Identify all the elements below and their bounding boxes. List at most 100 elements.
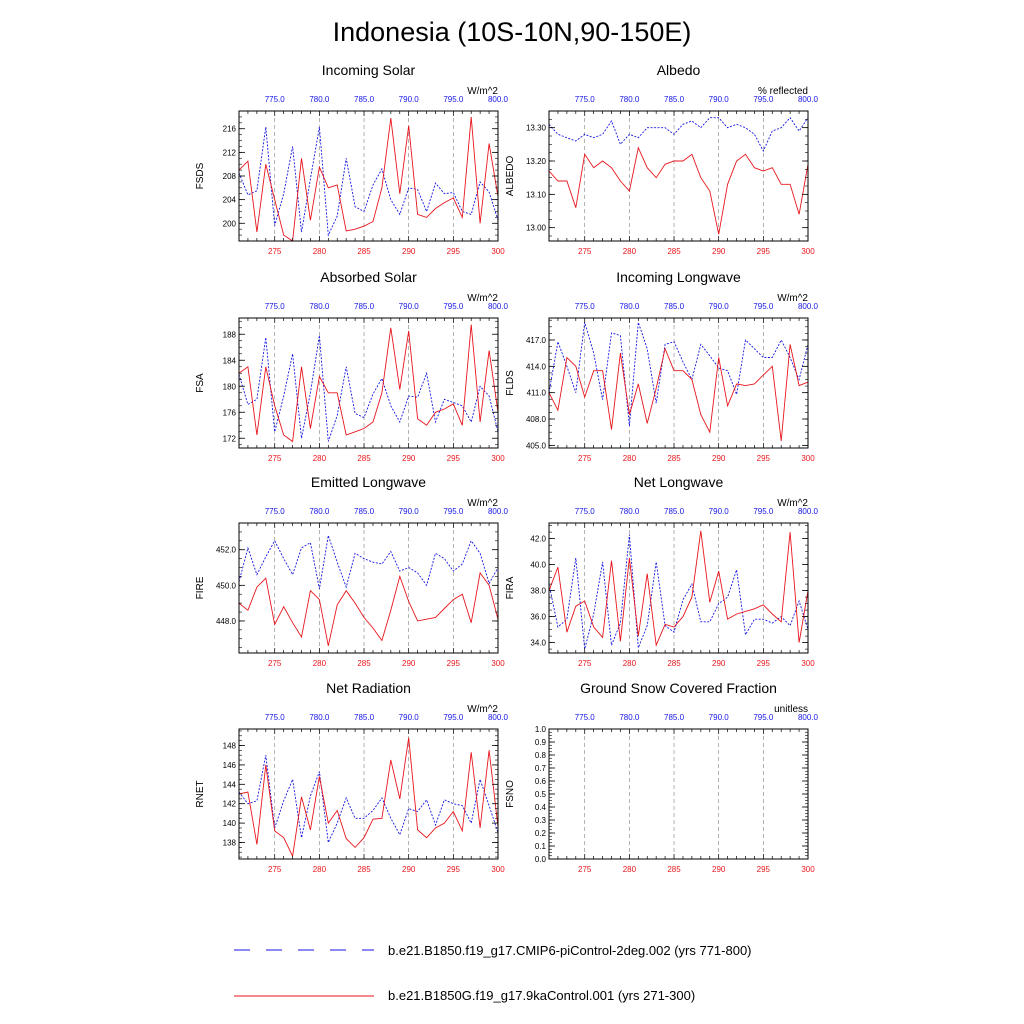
y-tick-label: 0.7: [535, 764, 547, 773]
legend-label-1: b.e21.B1850G.f19_g17.9kaControl.001 (yrs…: [388, 988, 695, 1003]
series-line-9kaControl: [238, 324, 499, 443]
panel-title: Incoming Longwave: [616, 269, 741, 285]
x-tick-label-bottom: 300: [801, 865, 815, 874]
y-tick-label: 140: [223, 819, 237, 828]
y-tick-label: 13.10: [526, 190, 547, 199]
x-tick-label-bottom: 295: [447, 659, 461, 668]
units-label: W/m^2: [467, 704, 498, 715]
y-tick-label: 13.20: [526, 157, 547, 166]
x-tick-label-bottom: 295: [757, 247, 771, 256]
x-tick-label-bottom: 285: [667, 247, 681, 256]
plot-frame: [238, 728, 499, 860]
units-label: W/m^2: [777, 293, 808, 304]
y-tick-label: 13.00: [526, 224, 547, 233]
x-tick-label-bottom: 300: [491, 865, 505, 874]
y-tick-label: 42.0: [530, 535, 546, 544]
panel-fira: Net Longwave W/m^2 FIRA 275 280 285 290 295 300 7…: [505, 474, 819, 668]
x-tick-label-bottom: 280: [313, 865, 327, 874]
y-tick-label: 184: [223, 356, 237, 365]
panel-title: Ground Snow Covered Fraction: [580, 680, 777, 696]
y-tick-label: 176: [223, 408, 237, 417]
x-tick-label-top: 785.0: [664, 713, 685, 722]
series-line-piControl: [548, 534, 809, 650]
y-tick-label: 142: [223, 800, 237, 809]
units-label: W/m^2: [467, 293, 498, 304]
x-tick-label-bottom: 285: [357, 454, 371, 463]
x-tick-label-top: 780.0: [619, 302, 640, 311]
x-tick-label-bottom: 300: [491, 659, 505, 668]
series-line-piControl: [548, 116, 809, 153]
x-tick-label-top: 790.0: [399, 95, 420, 104]
y-axis-label: RNET: [195, 780, 206, 807]
plot-frame: [548, 317, 809, 449]
series-line-piControl: [548, 322, 809, 427]
x-tick-label-bottom: 285: [667, 454, 681, 463]
y-axis-label: FSA: [195, 373, 206, 393]
x-tick-label-top: 795.0: [753, 713, 774, 722]
x-tick-label-top: 800.0: [488, 713, 509, 722]
x-tick-label-bottom: 300: [491, 454, 505, 463]
x-tick-label-top: 795.0: [443, 507, 464, 516]
x-tick-label-bottom: 290: [402, 865, 416, 874]
x-tick-label-bottom: 285: [667, 865, 681, 874]
y-tick-label: 414.0: [526, 362, 547, 371]
x-tick-label-top: 780.0: [619, 95, 640, 104]
x-tick-label-bottom: 290: [402, 454, 416, 463]
units-label: W/m^2: [467, 86, 498, 97]
x-tick-label-bottom: 290: [712, 659, 726, 668]
x-tick-label-top: 790.0: [709, 302, 730, 311]
units-label: % reflected: [758, 86, 808, 97]
x-tick-label-top: 785.0: [354, 302, 375, 311]
panel-fire: Emitted Longwave W/m^2 FIRE 275 280 285 290 295…: [195, 474, 509, 668]
y-tick-label: 0.9: [535, 738, 547, 747]
x-tick-label-top: 775.0: [265, 507, 286, 516]
x-tick-label-bottom: 285: [667, 659, 681, 668]
panel-flds: Incoming Longwave W/m^2 FLDS 275 280 285 290 29…: [505, 269, 819, 463]
y-tick-label: 36.0: [530, 613, 546, 622]
panel-fsno: Ground Snow Covered Fraction unitless FSNO…: [505, 680, 819, 874]
legend: b.e21.B1850.f19_g17.CMIP6-piControl-2deg…: [234, 943, 752, 1003]
series-line-piControl: [238, 126, 499, 237]
x-tick-label-top: 775.0: [575, 95, 596, 104]
x-tick-label-bottom: 290: [712, 454, 726, 463]
y-tick-label: 188: [223, 330, 237, 339]
x-tick-label-top: 790.0: [399, 713, 420, 722]
y-tick-label: 146: [223, 761, 237, 770]
x-tick-label-top: 790.0: [709, 507, 730, 516]
panel-albedo: Albedo % reflected ALBEDO 275 280 285 290 295 30…: [505, 62, 819, 256]
units-label: unitless: [774, 704, 808, 715]
x-tick-label-top: 780.0: [309, 713, 330, 722]
y-tick-label: 0.1: [535, 842, 547, 851]
y-axis-label: FIRE: [195, 576, 206, 599]
x-tick-label-top: 785.0: [354, 95, 375, 104]
x-tick-label-bottom: 280: [313, 247, 327, 256]
y-tick-label: 138: [223, 839, 237, 848]
x-tick-label-bottom: 275: [268, 247, 282, 256]
x-tick-label-bottom: 280: [313, 659, 327, 668]
y-tick-label: 0.3: [535, 816, 547, 825]
x-tick-label-bottom: 300: [801, 247, 815, 256]
plot-frame: [548, 522, 809, 654]
x-tick-label-top: 780.0: [309, 95, 330, 104]
series-line-piControl: [238, 755, 499, 845]
x-tick-label-top: 795.0: [753, 507, 774, 516]
x-tick-label-top: 795.0: [443, 713, 464, 722]
x-tick-label-top: 790.0: [399, 507, 420, 516]
y-tick-label: 0.6: [535, 777, 547, 786]
x-tick-label-bottom: 295: [447, 865, 461, 874]
x-tick-label-bottom: 300: [801, 659, 815, 668]
x-tick-label-top: 800.0: [488, 95, 509, 104]
x-tick-label-bottom: 295: [447, 454, 461, 463]
x-tick-label-bottom: 280: [623, 659, 637, 668]
x-tick-label-bottom: 275: [268, 865, 282, 874]
panel-fsa: Absorbed Solar W/m^2 FSA 275 280 285 290 295 300…: [195, 269, 509, 463]
x-tick-label-bottom: 285: [357, 865, 371, 874]
series-line-9kaControl: [548, 146, 809, 235]
plot-frame: [238, 317, 499, 449]
x-tick-label-top: 785.0: [354, 507, 375, 516]
series-line-9kaControl: [548, 530, 809, 647]
panel-fsds: Incoming Solar W/m^2 FSDS 275 280 285 290 295 30…: [195, 62, 509, 256]
x-tick-label-top: 780.0: [619, 713, 640, 722]
panel-title: Albedo: [657, 62, 701, 78]
series-line-9kaControl: [238, 571, 499, 646]
